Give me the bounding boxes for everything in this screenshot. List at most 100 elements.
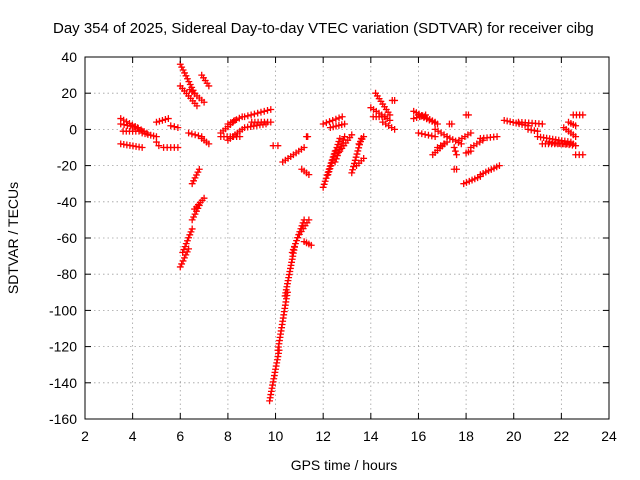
data-point-plus	[267, 118, 275, 126]
data-point-plus	[422, 111, 429, 119]
data-point-plus	[431, 133, 439, 141]
data-point-plus	[335, 114, 343, 122]
y-tick-label: 40	[61, 49, 77, 65]
x-tick-label: 6	[176, 428, 184, 444]
x-tick-label: 24	[601, 428, 617, 444]
y-tick-label: -160	[49, 411, 77, 427]
data-point-plus	[360, 154, 368, 162]
data-point-plus	[307, 241, 315, 249]
data-point-plus	[188, 130, 196, 138]
data-point-plus	[448, 120, 456, 128]
data-point-plus	[186, 231, 194, 239]
data-point-plus	[156, 117, 163, 125]
data-point-plus	[200, 98, 208, 106]
data-point-plus	[326, 118, 333, 125]
data-point-plus	[305, 216, 313, 224]
data-point-plus	[247, 111, 255, 119]
data-point-plus	[493, 133, 501, 141]
data-point-plus	[341, 120, 349, 128]
data-point-plus	[506, 118, 514, 126]
grid	[85, 57, 609, 419]
data-point-plus	[421, 131, 429, 138]
data-point-plus	[572, 133, 580, 141]
data-point-plus	[332, 115, 340, 123]
data-point-plus	[200, 194, 208, 202]
data-point-plus	[351, 156, 359, 164]
data-points	[117, 60, 587, 405]
data-point-plus	[164, 115, 172, 122]
data-point-plus	[360, 133, 368, 141]
data-point-plus	[496, 162, 503, 169]
data-point-plus	[159, 116, 166, 124]
x-tick-label: 14	[363, 428, 379, 444]
data-point-plus	[319, 183, 327, 191]
x-tick-label: 2	[81, 428, 89, 444]
data-point-plus	[174, 144, 182, 151]
y-tick-label: -80	[57, 266, 77, 282]
data-point-plus	[178, 260, 186, 268]
data-point-plus	[153, 138, 160, 146]
data-point-plus	[231, 116, 239, 124]
y-tick-label: 20	[61, 85, 77, 101]
data-point-plus	[335, 138, 343, 145]
data-point-plus	[418, 130, 426, 138]
data-point-plus	[267, 106, 275, 113]
x-axis-label: GPS time / hours	[291, 457, 398, 473]
data-point-plus	[188, 225, 196, 233]
data-point-plus	[331, 158, 339, 166]
data-point-plus	[123, 122, 131, 129]
x-tick-label: 4	[129, 428, 137, 444]
x-tick-label: 10	[268, 428, 284, 444]
data-point-plus	[572, 142, 580, 150]
data-point-plus	[416, 113, 424, 121]
data-point-plus	[319, 120, 327, 128]
data-point-plus	[288, 249, 296, 256]
data-point-plus	[254, 109, 262, 117]
data-point-plus	[195, 165, 203, 173]
data-point-plus	[185, 129, 193, 137]
data-point-plus	[451, 147, 459, 155]
data-point-plus	[538, 120, 546, 128]
data-point-plus	[348, 131, 356, 139]
x-tick-label: 18	[458, 428, 474, 444]
data-point-plus	[251, 110, 258, 118]
y-tick-label: -100	[49, 302, 77, 318]
x-tick-label: 16	[411, 428, 427, 444]
data-point-plus	[425, 131, 432, 139]
data-point-plus	[117, 120, 125, 128]
data-point-plus	[334, 152, 341, 160]
data-point-plus	[180, 246, 188, 253]
data-point-plus	[155, 142, 163, 150]
data-point-plus	[179, 249, 187, 256]
data-point-plus	[453, 151, 460, 159]
data-point-plus	[257, 108, 265, 116]
data-point-plus	[353, 150, 361, 158]
data-point-plus	[320, 180, 328, 188]
data-point-plus	[329, 116, 337, 124]
data-point-plus	[349, 166, 357, 174]
data-point-plus	[153, 118, 160, 126]
data-point-plus	[264, 106, 271, 114]
data-point-plus	[185, 234, 193, 242]
data-point-plus	[205, 82, 213, 90]
data-point-plus	[120, 121, 128, 129]
x-tick-label: 12	[315, 428, 331, 444]
data-point-plus	[354, 147, 362, 155]
data-point-plus	[205, 140, 213, 148]
y-axis-ticks: 40 20 0 -20 -40 -60 -80 -100 -120 -140 -160	[49, 49, 609, 427]
data-point-plus	[322, 119, 330, 127]
data-point-plus	[450, 144, 458, 151]
data-point-plus	[453, 165, 460, 173]
data-point-plus	[336, 135, 344, 142]
data-point-plus	[170, 123, 178, 131]
data-point-plus	[391, 126, 399, 133]
data-point-plus	[579, 151, 587, 159]
data-point-plus	[305, 171, 313, 179]
data-point-plus	[191, 131, 199, 139]
data-point-plus	[292, 240, 299, 247]
data-point-plus	[134, 124, 141, 131]
data-point-plus	[193, 102, 201, 110]
data-point-plus	[241, 113, 248, 121]
data-point-plus	[182, 240, 190, 248]
